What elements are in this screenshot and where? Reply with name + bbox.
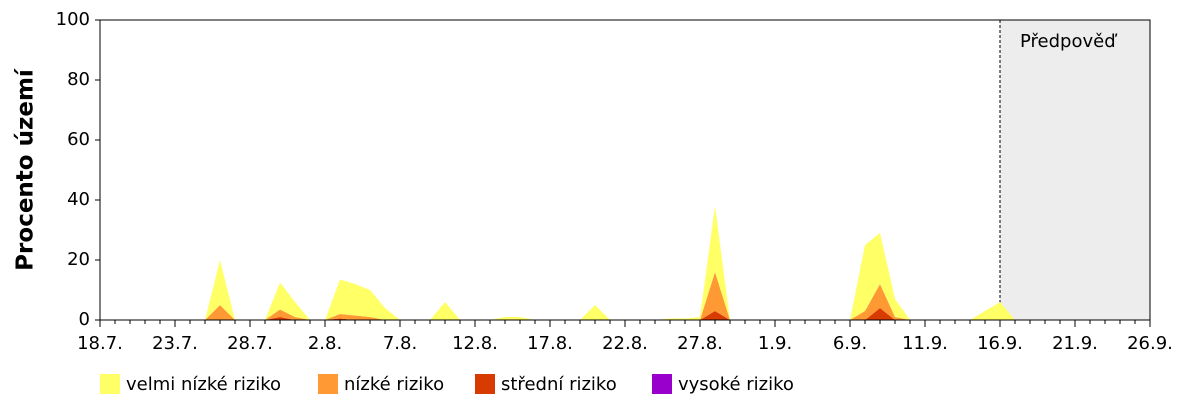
x-tick-label: 21.9. — [1052, 333, 1098, 354]
y-tick-label: 20 — [67, 249, 90, 270]
legend-label: vysoké riziko — [678, 374, 794, 395]
legend-swatch — [100, 374, 120, 394]
plot-frame — [99, 19, 1151, 321]
x-tick-label: 6.9. — [833, 333, 867, 354]
x-tick-label: 22.8. — [602, 333, 648, 354]
x-tick-label: 7.8. — [383, 333, 417, 354]
legend-swatch — [318, 374, 338, 394]
forecast-label: Předpověď — [1020, 31, 1118, 52]
y-tick-label: 60 — [67, 129, 90, 150]
x-tick-label: 23.7. — [152, 333, 198, 354]
legend-swatch — [652, 374, 672, 394]
x-tick-label: 2.8. — [308, 333, 342, 354]
legend-label: střední riziko — [501, 374, 617, 395]
x-tick-label: 28.7. — [227, 333, 273, 354]
x-tick-label: 16.9. — [977, 333, 1023, 354]
x-tick-label: 27.8. — [677, 333, 723, 354]
x-tick-label: 17.8. — [527, 333, 573, 354]
y-tick-label: 80 — [67, 69, 90, 90]
legend-label: velmi nízké riziko — [126, 374, 281, 395]
y-axis-title: Procento území — [13, 68, 39, 271]
legend-swatch — [475, 374, 495, 394]
x-tick-label: 1.9. — [758, 333, 792, 354]
x-tick-label: 11.9. — [902, 333, 948, 354]
x-tick-label: 18.7. — [77, 333, 123, 354]
x-tick-label: 26.9. — [1127, 333, 1173, 354]
y-tick-label: 40 — [67, 189, 90, 210]
y-tick-label: 0 — [79, 309, 90, 330]
forecast-region — [1000, 20, 1150, 320]
y-tick-label: 100 — [56, 9, 90, 30]
x-tick-label: 12.8. — [452, 333, 498, 354]
legend-label: nízké riziko — [344, 374, 444, 395]
